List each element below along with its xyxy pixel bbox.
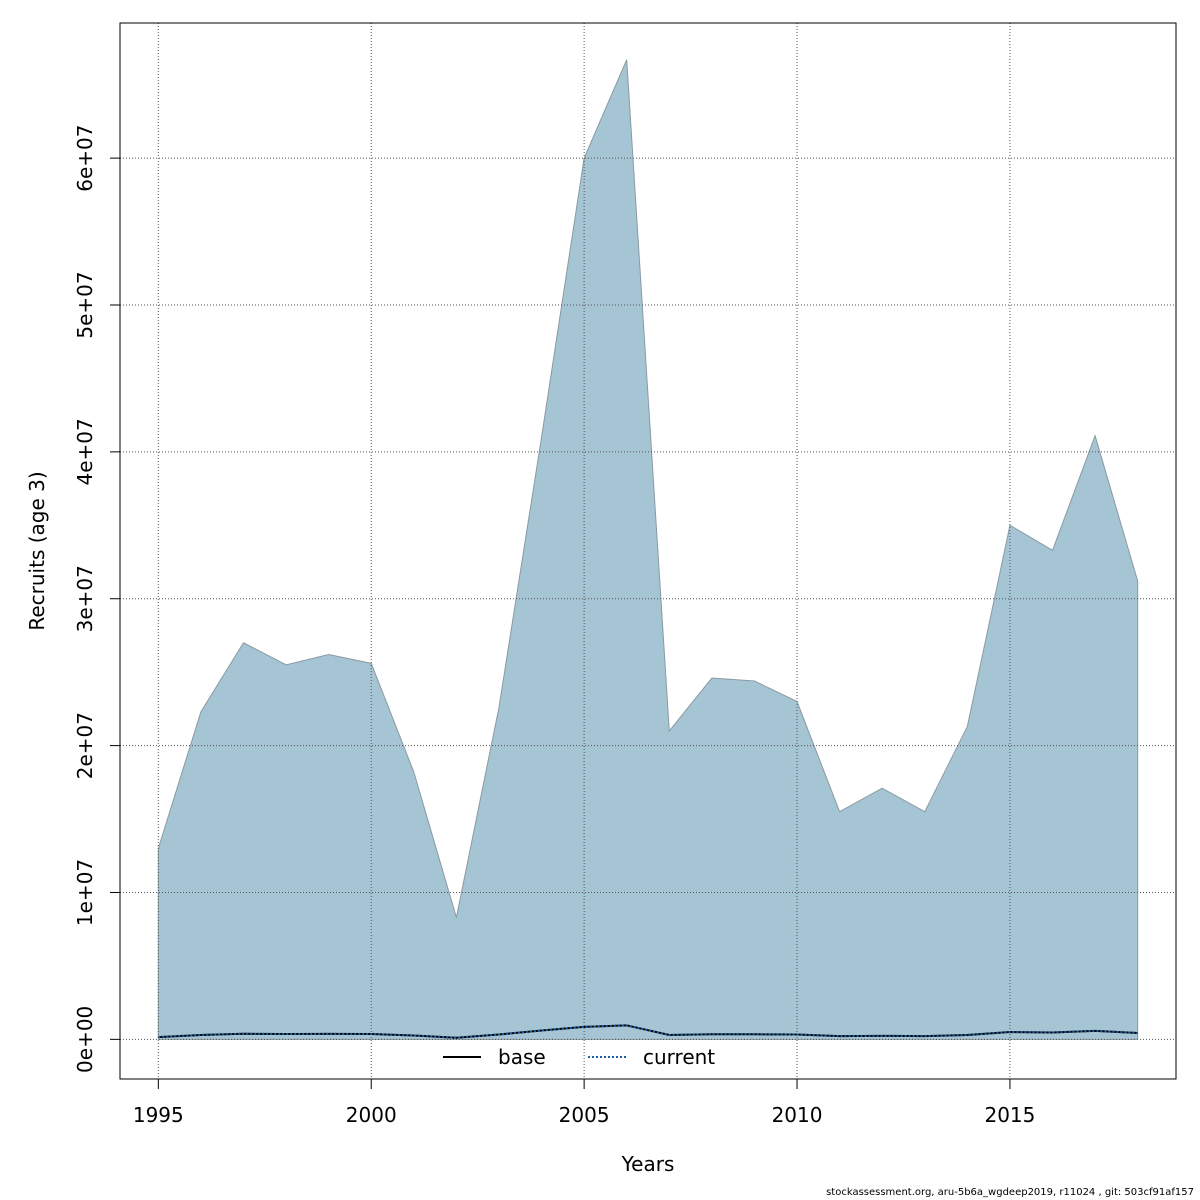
x-axis-title: Years [621,1152,675,1176]
y-tick-label: 2e+07 [73,712,97,779]
y-tick-label: 0e+00 [73,1006,97,1073]
x-tick-label: 2015 [984,1103,1035,1127]
y-tick-label: 6e+07 [73,124,97,191]
y-axis-title: Recruits (age 3) [25,471,49,630]
y-tick-label: 3e+07 [73,565,97,632]
x-tick-label: 1995 [133,1103,184,1127]
y-tick-label: 1e+07 [73,859,97,926]
legend-label-base: base [498,1045,546,1069]
footer-credit: stockassessment.org, aru-5b6a_wgdeep2019… [826,1187,1194,1198]
x-tick-label: 2010 [772,1103,823,1127]
y-tick-label: 4e+07 [73,418,97,485]
series-line-current [158,1024,1138,1039]
legend-label-current: current [643,1045,715,1069]
y-tick-label: 5e+07 [73,271,97,338]
x-tick-label: 2005 [559,1103,610,1127]
x-tick-label: 2000 [346,1103,397,1127]
legend: base current [443,1045,715,1069]
